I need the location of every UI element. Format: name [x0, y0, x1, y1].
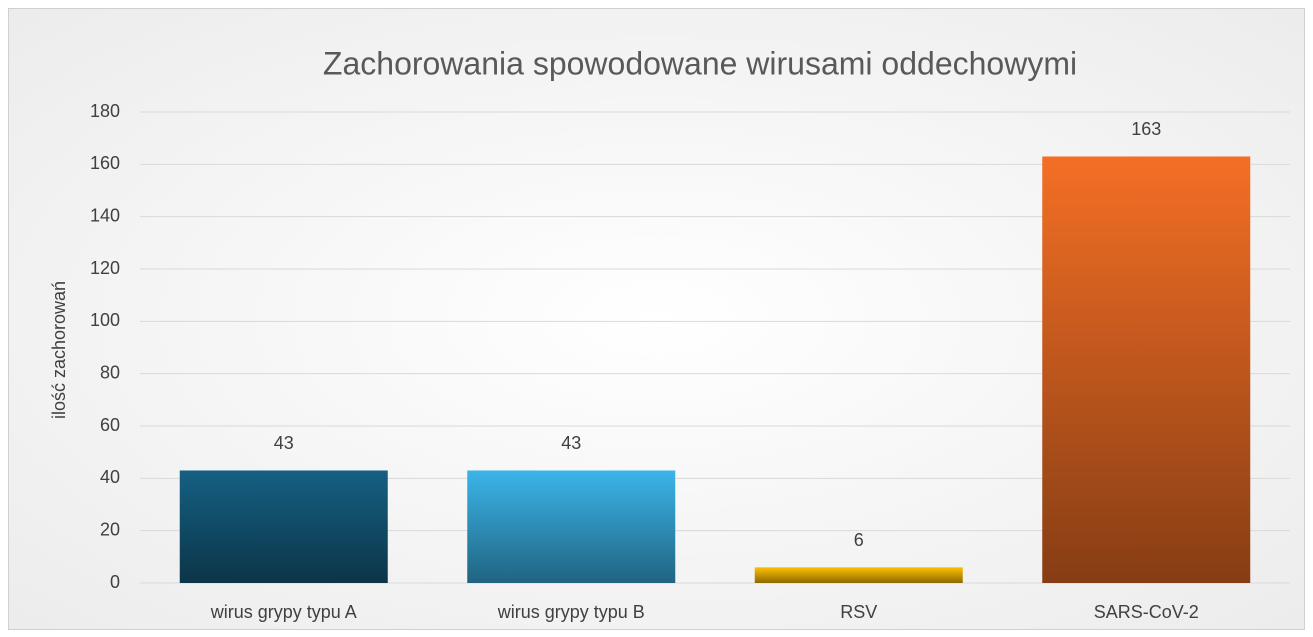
value-label: 43: [561, 433, 581, 453]
y-tick-label: 0: [110, 572, 120, 592]
y-tick-label: 100: [90, 310, 120, 330]
y-tick-label: 160: [90, 153, 120, 173]
chart-title: Zachorowania spowodowane wirusami oddech…: [323, 45, 1077, 81]
bar: [467, 470, 676, 583]
y-tick-label: 80: [100, 362, 120, 382]
value-label: 43: [274, 433, 294, 453]
y-tick-label: 180: [90, 101, 120, 121]
bar: [1042, 156, 1251, 583]
x-tick-label: RSV: [840, 602, 877, 622]
y-tick-label: 140: [90, 205, 120, 225]
x-tick-label: SARS-CoV-2: [1094, 602, 1199, 622]
y-tick-label: 40: [100, 467, 120, 487]
x-tick-label: wirus grypy typu A: [210, 602, 357, 622]
x-tick-label: wirus grypy typu B: [497, 602, 645, 622]
value-label: 163: [1131, 119, 1161, 139]
value-label: 6: [854, 530, 864, 550]
bar: [754, 567, 963, 583]
y-tick-label: 20: [100, 519, 120, 539]
y-axis-label: ilość zachorowań: [49, 281, 69, 419]
y-tick-label: 60: [100, 415, 120, 435]
bar: [179, 470, 388, 583]
y-tick-label: 120: [90, 258, 120, 278]
